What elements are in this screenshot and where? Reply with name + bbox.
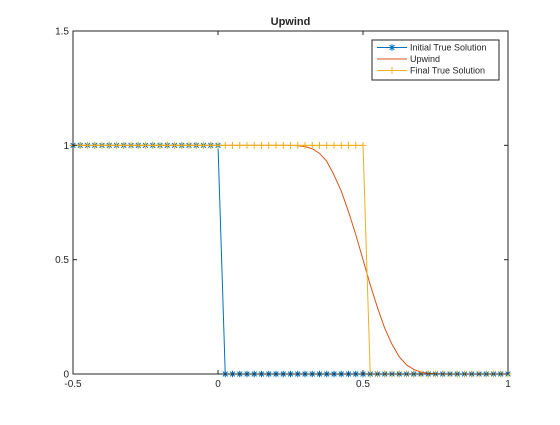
data-point <box>243 141 251 149</box>
axes-layer: -0.5 0 0.5 100.511.5 <box>55 27 511 391</box>
data-point <box>308 141 316 149</box>
data-point <box>265 141 273 149</box>
data-point <box>192 141 200 149</box>
data-point <box>352 141 360 149</box>
data-point <box>105 141 113 149</box>
legend-item: Upwind <box>377 54 440 64</box>
legend-marker <box>388 44 396 51</box>
legend-label: Initial True Solution <box>410 43 487 53</box>
data-point <box>337 141 345 149</box>
data-point <box>91 141 99 149</box>
data-point <box>171 141 178 149</box>
x-tick-label: 0 <box>215 379 221 390</box>
data-point <box>163 141 171 149</box>
data-point <box>207 141 215 149</box>
data-point <box>272 141 280 149</box>
data-point <box>330 141 338 149</box>
y-tick-label: 0.5 <box>55 255 69 266</box>
data-point <box>113 141 120 149</box>
data-point <box>221 141 229 149</box>
data-point <box>250 141 258 149</box>
data-point <box>84 141 91 149</box>
y-tick-label: 0 <box>63 370 69 381</box>
x-tick-label: 0.5 <box>356 379 370 390</box>
plot-area <box>73 31 508 374</box>
data-point <box>236 141 244 149</box>
y-tick-label: 1.5 <box>55 27 69 38</box>
data-point <box>287 141 294 149</box>
data-point <box>98 141 106 149</box>
x-tick-label: 1 <box>505 379 511 390</box>
data-point <box>301 141 309 149</box>
data-point <box>359 141 367 149</box>
data-point <box>214 141 222 149</box>
data-point <box>149 141 157 149</box>
data-point <box>200 141 207 149</box>
data-point <box>345 141 352 149</box>
legend-label: Upwind <box>410 54 440 64</box>
data-point <box>229 141 236 149</box>
data-point <box>142 141 149 149</box>
legend-box <box>371 39 500 81</box>
data-point <box>279 141 287 149</box>
y-tick-label: 1 <box>63 141 69 152</box>
legend-label: Final True Solution <box>410 66 485 76</box>
data-point <box>323 141 331 149</box>
legend-marker <box>388 67 396 74</box>
data-point <box>127 141 135 149</box>
data-point <box>178 141 186 149</box>
data-point <box>134 141 142 149</box>
marker-stroke <box>389 44 395 51</box>
legend-item: Final True Solution <box>377 66 485 76</box>
data-point <box>120 141 128 149</box>
data-point <box>316 141 323 149</box>
legend-item: Initial True Solution <box>377 43 487 53</box>
axes-box <box>72 30 509 375</box>
chart-title: Upwind <box>271 16 311 28</box>
data-point <box>294 141 302 149</box>
data-point <box>156 141 164 149</box>
data-point <box>258 141 265 149</box>
x-tick-label: -0.5 <box>64 379 82 390</box>
data-point <box>76 141 84 149</box>
data-point <box>185 141 193 149</box>
